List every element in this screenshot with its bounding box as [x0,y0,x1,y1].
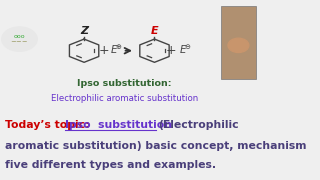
Text: Z: Z [80,26,88,36]
Text: aromatic substitution) basic concept, mechanism: aromatic substitution) basic concept, me… [5,141,307,151]
Text: +: + [166,44,177,57]
Circle shape [2,27,37,51]
Text: E: E [180,45,186,55]
Text: ooo: ooo [14,34,25,39]
Text: E: E [111,45,117,55]
FancyBboxPatch shape [221,6,256,79]
Circle shape [228,38,249,53]
Text: ⊖: ⊖ [184,44,190,50]
Text: Ipso  substitution: Ipso substitution [65,120,172,130]
Text: (Electrophilic: (Electrophilic [158,120,239,130]
Text: E: E [151,26,158,36]
Text: five different types and examples.: five different types and examples. [5,160,217,170]
Text: Ipso substitution:: Ipso substitution: [77,79,172,88]
Text: Today’s topic:: Today’s topic: [5,120,90,130]
Text: ⊕: ⊕ [116,44,122,50]
Text: ~~~: ~~~ [11,39,28,45]
Text: Electrophilic aromatic substitution: Electrophilic aromatic substitution [51,94,198,103]
Text: +: + [98,44,109,57]
